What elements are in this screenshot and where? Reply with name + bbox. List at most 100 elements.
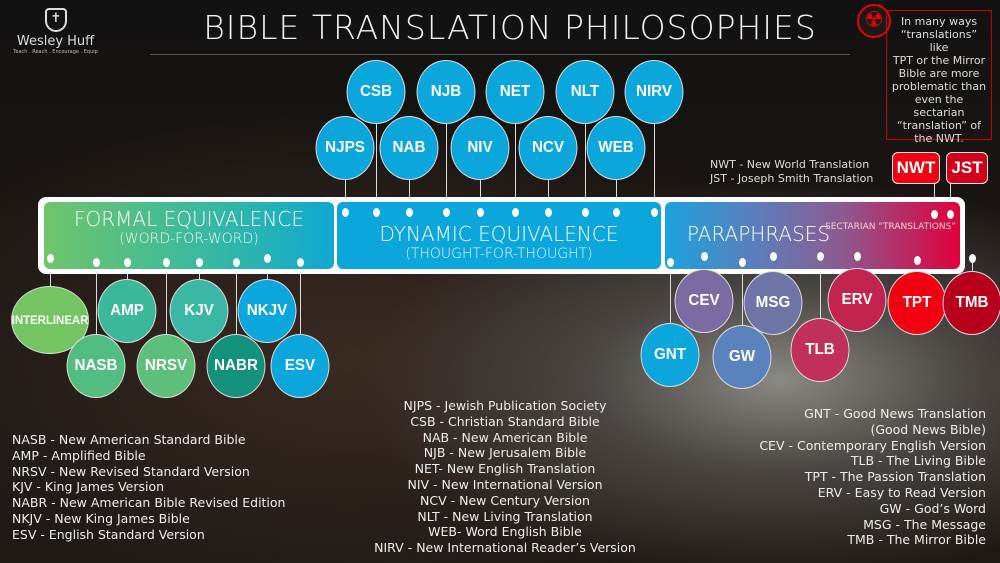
bubble-interlinear: INTERLINEAR bbox=[11, 286, 89, 354]
formal-equivalence-segment: FORMAL EQUIVALENCE (WORD-FOR-WORD) bbox=[44, 202, 334, 269]
bubble-gw: GW bbox=[712, 325, 772, 389]
connector-line bbox=[548, 180, 549, 212]
connector-dot bbox=[296, 258, 304, 267]
legend-item: KJV - King James Version bbox=[12, 479, 165, 495]
connector-dot bbox=[263, 254, 271, 263]
legend-item: JST - Joseph Smith Translation bbox=[710, 172, 874, 185]
bubble-tpt: TPT bbox=[887, 271, 947, 335]
legend-item: NAB - New American Bible bbox=[422, 429, 588, 445]
dynamic-equivalence-segment: DYNAMIC EQUIVALENCE (THOUGHT-FOR-THOUGHT… bbox=[337, 202, 661, 269]
legend-item: CEV - Contemporary English Version bbox=[759, 437, 986, 453]
connector-dot bbox=[612, 208, 620, 217]
connector-dot bbox=[442, 208, 450, 217]
paraphrases-legend: GNT - Good News Translation (Good News Bi… bbox=[740, 406, 986, 548]
connector-dot bbox=[405, 208, 413, 217]
warning-line: “translation” of bbox=[896, 119, 982, 132]
shield-cross-icon bbox=[44, 8, 67, 32]
legend-item: NRSV - New Revised Standard Version bbox=[12, 463, 250, 479]
dynamic-legend: NJPS - Jewish Publication Society CSB - C… bbox=[365, 398, 645, 556]
connector-dot bbox=[930, 210, 938, 219]
bubble-web: WEB bbox=[586, 116, 646, 180]
legend-item: MSG - The Message bbox=[863, 516, 986, 532]
bubble-nab: NAB bbox=[379, 116, 439, 180]
bubble-cev: CEV bbox=[674, 269, 734, 333]
legend-item: NET- New English Translation bbox=[414, 461, 596, 477]
formal-heading: FORMAL EQUIVALENCE bbox=[74, 207, 304, 231]
connector-line bbox=[972, 258, 973, 271]
paraphrases-heading: PARAPHRASES bbox=[687, 222, 831, 246]
connector-dot bbox=[968, 254, 976, 263]
bubble-amp: AMP bbox=[97, 279, 157, 343]
legend-item: NCV - New Century Version bbox=[420, 492, 590, 508]
legend-item: TLB - The Living Bible bbox=[850, 453, 986, 469]
bubble-nrsv: NRSV bbox=[136, 334, 196, 398]
box-nwt: NWT bbox=[892, 152, 940, 184]
connector-dot bbox=[700, 252, 708, 261]
bubble-niv: NIV bbox=[450, 116, 510, 180]
bubble-gnt: GNT bbox=[640, 323, 700, 387]
legend-item: TMB - The Mirror Bible bbox=[847, 532, 986, 548]
connector-dot bbox=[372, 208, 380, 217]
connector-line bbox=[585, 124, 586, 212]
legend-item: GNT - Good News Translation bbox=[804, 406, 986, 421]
bubble-erv: ERV bbox=[827, 268, 887, 332]
legend-item: NIV - New International Version bbox=[407, 476, 603, 492]
connector-dot bbox=[92, 258, 100, 267]
logo: Wesley Huff Teach . Reach . Encourage . … bbox=[8, 8, 103, 55]
connector-dot bbox=[232, 258, 240, 267]
legend-item: NJPS - Jewish Publication Society bbox=[403, 398, 607, 413]
connector-dot bbox=[946, 210, 954, 219]
connector-dot bbox=[769, 252, 777, 261]
sectarian-legend: NWT - New World Translation JST - Joseph… bbox=[710, 158, 873, 186]
bubble-nabr: NABR bbox=[206, 334, 266, 398]
formal-legend: NASB - New American Standard Bible AMP - … bbox=[12, 432, 285, 543]
bubble-msg: MSG bbox=[743, 271, 803, 335]
bubble-nkjv: NKJV bbox=[237, 279, 297, 343]
warning-line: Bible are more bbox=[898, 67, 980, 80]
legend-item: NIRV - New International Reader’s Versio… bbox=[374, 540, 636, 556]
connector-line bbox=[446, 124, 447, 212]
title-divider bbox=[150, 54, 850, 55]
formal-subheading: (WORD-FOR-WORD) bbox=[119, 231, 259, 247]
warning-line: TPT or the Mirror bbox=[892, 54, 986, 67]
bubble-tmb: TMB bbox=[942, 271, 1000, 335]
logo-tagline: Teach . Reach . Encourage . Equip bbox=[13, 49, 98, 55]
connector-dot bbox=[816, 252, 824, 261]
legend-item: WEB- Word English Bible bbox=[428, 524, 582, 540]
connector-dot bbox=[666, 258, 674, 267]
legend-item: NJB - New Jerusalem Bible bbox=[423, 445, 587, 461]
connector-line bbox=[376, 124, 377, 212]
sectarian-heading: SECTARIAN “TRANSLATIONS” bbox=[825, 222, 956, 232]
bubble-ncv: NCV bbox=[518, 116, 578, 180]
paraphrases-segment: PARAPHRASES SECTARIAN “TRANSLATIONS” bbox=[665, 202, 960, 269]
warning-line: In many ways bbox=[900, 15, 978, 28]
warning-line: “translations” like bbox=[900, 28, 978, 54]
connector-dot bbox=[650, 208, 658, 217]
bubble-net: NET bbox=[485, 60, 545, 124]
legend-item: NABR - New American Bible Revised Editio… bbox=[12, 495, 286, 511]
legend-item: NWT - New World Translation bbox=[710, 158, 870, 171]
logo-name: Wesley Huff bbox=[16, 34, 95, 49]
legend-item: ERV - Easy to Read Version bbox=[817, 484, 986, 500]
legend-item: NASB - New American Standard Bible bbox=[12, 432, 246, 447]
warning-line: sectarian bbox=[913, 106, 965, 119]
bubble-nlt: NLT bbox=[555, 60, 615, 124]
warning-line: even the bbox=[914, 93, 964, 106]
bubble-njps: NJPS bbox=[315, 116, 375, 180]
bubble-esv: ESV bbox=[270, 334, 330, 398]
warning-line: the NWT. bbox=[914, 132, 964, 145]
connector-line bbox=[670, 262, 671, 323]
box-jst: JST bbox=[946, 152, 988, 184]
connector-dot bbox=[913, 256, 921, 265]
connector-line bbox=[409, 180, 410, 212]
connector-line bbox=[300, 262, 301, 334]
connector-dot bbox=[162, 258, 170, 267]
connector-dot bbox=[853, 252, 861, 261]
connector-line bbox=[616, 180, 617, 212]
connector-line bbox=[166, 262, 167, 334]
connector-dot bbox=[476, 208, 484, 217]
bubble-csb: CSB bbox=[346, 60, 406, 124]
connector-line bbox=[96, 262, 97, 334]
legend-item: NKJV - New King James Bible bbox=[12, 510, 190, 526]
bubble-nirv: NIRV bbox=[624, 60, 684, 124]
